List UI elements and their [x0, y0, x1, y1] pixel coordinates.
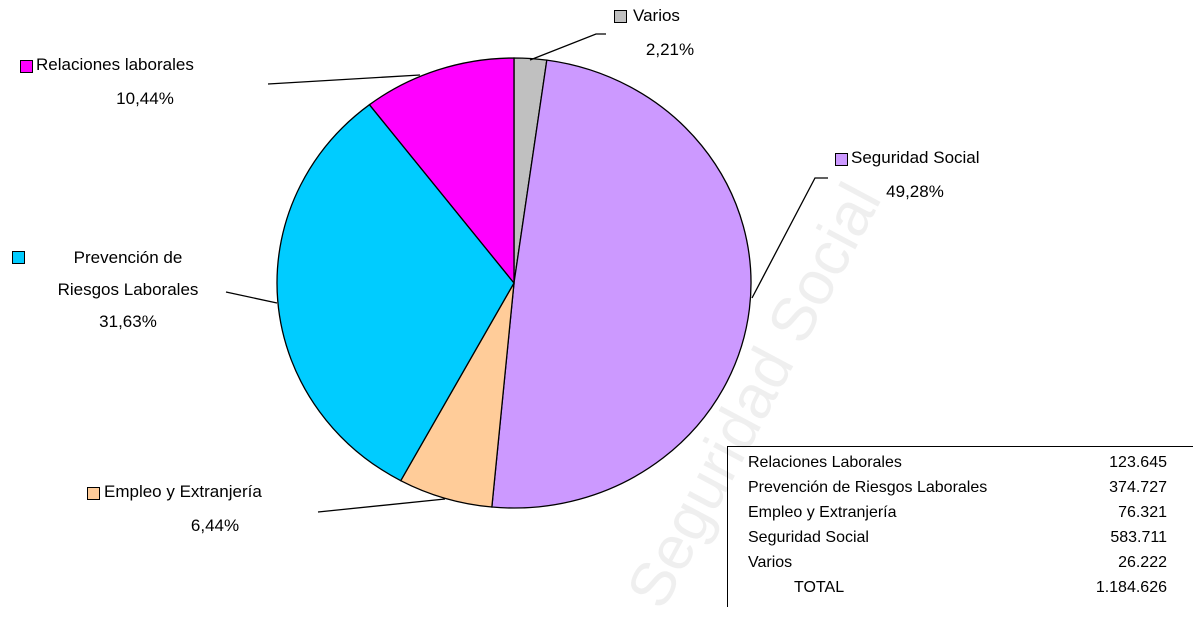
- table-row: TOTAL 1.184.626: [748, 575, 1167, 600]
- pie-slice: [368, 57, 515, 285]
- data-label: 2,21%: [645, 40, 695, 59]
- row-value: 1.184.626: [1095, 579, 1167, 596]
- table-row: Prevención de Riesgos Laborales 374.727: [748, 475, 1167, 500]
- data-label: 49,28%: [886, 182, 944, 201]
- legend-swatch: [614, 10, 627, 23]
- data-label: 10,44%: [116, 89, 174, 108]
- leader-line: [225, 291, 278, 304]
- row-name: TOTAL: [794, 579, 845, 596]
- row-name: Seguridad Social: [748, 529, 869, 546]
- slice-label: Relaciones laborales: [36, 55, 194, 74]
- row-name: Varios: [748, 554, 793, 571]
- data-label: 6,44%: [190, 516, 240, 535]
- pie-slice: [276, 103, 515, 482]
- slice-label: Prevención de Riesgos Laborales: [57, 248, 199, 299]
- legend-swatch: [12, 251, 25, 264]
- data-table: Relaciones Laborales 123.645 Prevención de…: [727, 446, 1193, 607]
- row-value: 374.727: [1109, 479, 1167, 496]
- table-row: Seguridad Social 583.711: [748, 525, 1167, 550]
- row-value: 76.321: [1118, 504, 1167, 521]
- leader-line: [267, 74, 421, 85]
- leader-line: [529, 33, 606, 61]
- leader-line: [751, 177, 828, 299]
- pie-slice: [491, 59, 752, 509]
- slice-label: Empleo y Extranjería: [104, 482, 262, 501]
- row-value: 123.645: [1109, 454, 1167, 471]
- row-name: Prevención de Riesgos Laborales: [748, 479, 988, 496]
- table-row: Relaciones Laborales 123.645: [748, 450, 1167, 475]
- legend-swatch: [87, 487, 100, 500]
- slice-label: Varios: [633, 6, 680, 25]
- data-label: 31,63%: [99, 312, 157, 331]
- row-name: Empleo y Extranjería: [748, 504, 897, 521]
- leader-line: [317, 498, 446, 513]
- row-value: 583.711: [1110, 529, 1167, 546]
- row-value: 26.222: [1118, 554, 1167, 571]
- table-row: Empleo y Extranjería 76.321: [748, 500, 1167, 525]
- table-row: Varios 26.222: [748, 550, 1167, 575]
- slice-label: Seguridad Social: [851, 148, 980, 167]
- legend-swatch: [835, 153, 848, 166]
- legend-swatch: [20, 60, 33, 73]
- row-name: Relaciones Laborales: [748, 454, 902, 471]
